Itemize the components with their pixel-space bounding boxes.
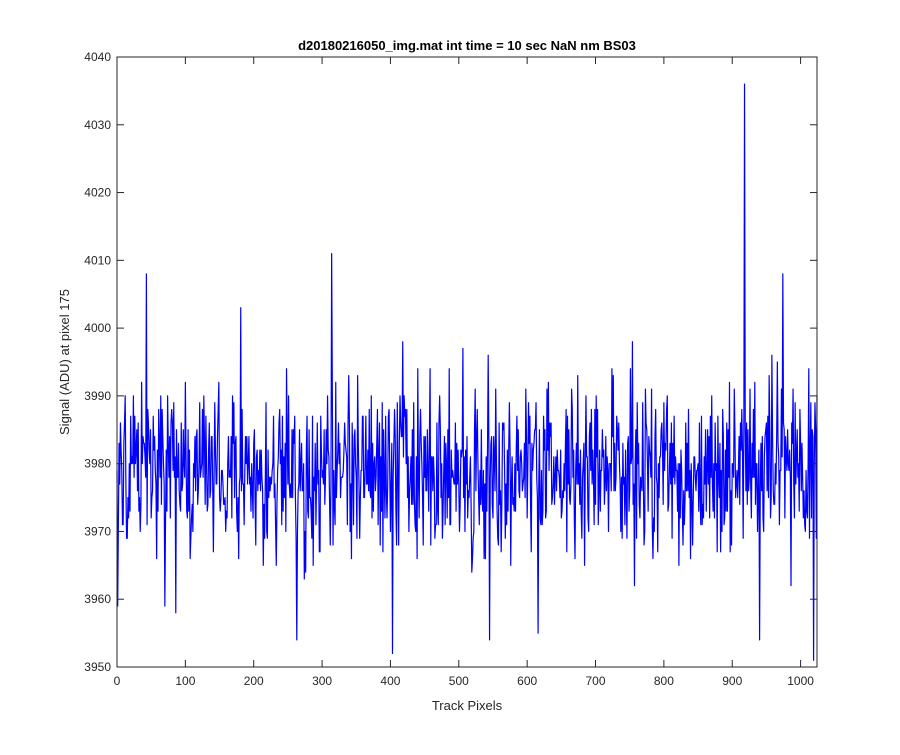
y-tick-label: 3950 xyxy=(84,660,111,674)
series-line xyxy=(116,83,818,661)
x-tick-label: 900 xyxy=(722,674,742,688)
y-tick-label: 4030 xyxy=(84,118,111,132)
x-tick-label: 700 xyxy=(586,674,606,688)
x-tick-label: 200 xyxy=(244,674,264,688)
y-tick-label: 4010 xyxy=(84,253,111,267)
y-axis: 3950 3960 3970 3980 3990 4000 4010 4020 4030 4040 xyxy=(84,50,817,674)
x-tick-label: 800 xyxy=(654,674,674,688)
x-tick-label: 100 xyxy=(175,674,195,688)
chart-title: d20180216050_img.mat int time = 10 sec N… xyxy=(298,38,636,53)
y-tick-label: 4040 xyxy=(84,50,111,64)
y-tick-label: 4020 xyxy=(84,186,111,200)
x-axis: 0 100 200 300 400 500 600 700 800 900 1000 xyxy=(114,57,814,688)
x-tick-label: 600 xyxy=(517,674,537,688)
plot-area xyxy=(117,57,817,667)
x-axis-label: Track Pixels xyxy=(432,698,503,713)
x-tick-label: 400 xyxy=(380,674,400,688)
y-tick-label: 3980 xyxy=(84,457,111,471)
x-tick-label: 500 xyxy=(449,674,469,688)
y-axis-label: Signal (ADU) at pixel 175 xyxy=(57,289,72,435)
x-tick-label: 0 xyxy=(114,674,121,688)
x-tick-label: 300 xyxy=(312,674,332,688)
y-tick-label: 3970 xyxy=(84,524,111,538)
x-tick-label: 1000 xyxy=(787,674,814,688)
y-tick-label: 3990 xyxy=(84,389,111,403)
series-layer xyxy=(116,83,818,661)
y-tick-label: 4000 xyxy=(84,321,111,335)
y-tick-label: 3960 xyxy=(84,592,111,606)
plot-frame xyxy=(116,56,818,668)
